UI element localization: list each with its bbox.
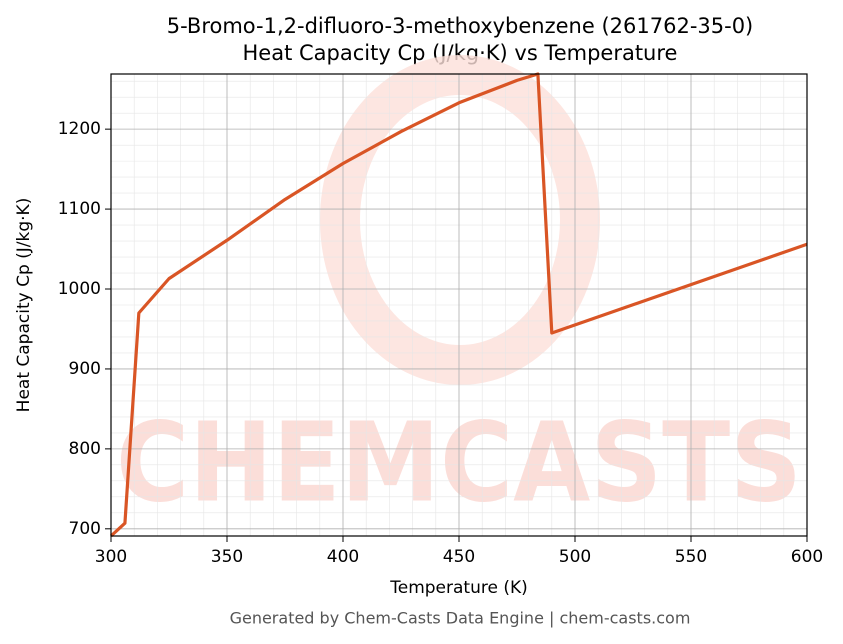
x-tick-label: 400 <box>327 547 359 567</box>
x-tick-label: 350 <box>211 547 243 567</box>
y-tick-label: 1000 <box>58 279 101 299</box>
y-tick-label: 1200 <box>58 119 101 139</box>
x-axis-label: Temperature (K) <box>389 578 528 598</box>
y-tick-label: 900 <box>69 359 101 379</box>
x-tick-label: 500 <box>559 547 591 567</box>
x-tick-label: 450 <box>443 547 475 567</box>
y-axis-label: Heat Capacity Cp (J/kg·K) <box>14 198 34 413</box>
x-tick-label: 300 <box>95 547 127 567</box>
watermark-logo <box>320 55 600 385</box>
x-tick-label: 550 <box>675 547 707 567</box>
y-tick-label: 1100 <box>58 199 101 219</box>
y-tick-label: 800 <box>69 439 101 459</box>
footer: Generated by Chem-Casts Data Engine | ch… <box>230 609 691 628</box>
chart-title: 5-Bromo-1,2-difluoro-3-methoxybenzene (2… <box>167 14 754 38</box>
plot-frame <box>110 73 808 537</box>
y-tick-label: 700 <box>69 519 101 539</box>
x-tick-label: 600 <box>791 547 823 567</box>
